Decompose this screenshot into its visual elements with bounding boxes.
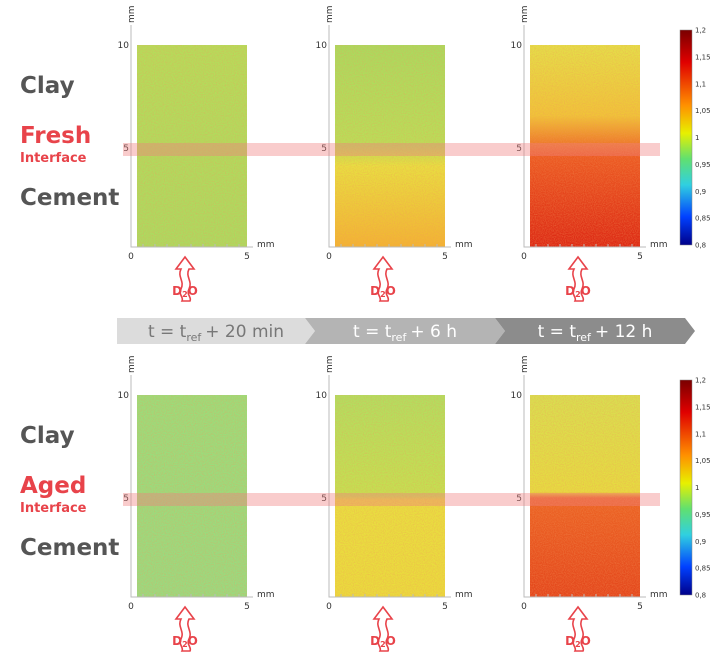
interface-label: Fresh bbox=[20, 123, 91, 149]
y-tick-label: 10 bbox=[511, 391, 523, 401]
x-axis-unit: mm bbox=[455, 590, 473, 600]
y-axis-unit: mm bbox=[325, 5, 335, 23]
y-tick-label: 10 bbox=[316, 391, 328, 401]
material-label: Clay bbox=[20, 73, 75, 99]
time-rest: + 20 min bbox=[205, 322, 284, 342]
source-tail: O bbox=[188, 634, 198, 648]
time-main: t = t bbox=[148, 322, 187, 342]
x-tick-label: 5 bbox=[244, 602, 250, 612]
x-axis-unit: mm bbox=[257, 240, 275, 250]
x-tick-label: 5 bbox=[442, 252, 448, 262]
y-axis-unit: mm bbox=[127, 5, 137, 23]
x-axis-unit: mm bbox=[455, 240, 473, 250]
source-tail: O bbox=[581, 634, 591, 648]
colorbar-tick-label: 1,15 bbox=[695, 53, 711, 61]
time-sub: ref bbox=[186, 331, 202, 344]
source-tail: O bbox=[386, 284, 396, 298]
colorbar-tick-label: 1,1 bbox=[695, 80, 706, 88]
y-tick-label: 10 bbox=[316, 41, 328, 51]
colorbar bbox=[680, 30, 692, 245]
source-main: D bbox=[370, 284, 380, 298]
y-axis-unit: mm bbox=[520, 5, 530, 23]
colorbar-tick-label: 1,2 bbox=[695, 377, 706, 385]
interface-sublabel: Interface bbox=[20, 501, 87, 516]
material-label: Cement bbox=[20, 185, 119, 211]
time-label: t = tref+ 12 h bbox=[538, 322, 653, 344]
x-tick-label: 0 bbox=[326, 602, 332, 612]
colorbar-tick-label: 0,95 bbox=[695, 511, 711, 519]
y-axis-unit: mm bbox=[127, 355, 137, 373]
time-rest: + 12 h bbox=[595, 322, 652, 342]
material-label: Clay bbox=[20, 423, 75, 449]
source-main: D bbox=[172, 284, 182, 298]
source-tail: O bbox=[581, 284, 591, 298]
colorbar-tick-label: 0,85 bbox=[695, 215, 711, 223]
colorbar-tick-label: 0,95 bbox=[695, 161, 711, 169]
time-sub: ref bbox=[391, 331, 407, 344]
x-tick-label: 5 bbox=[442, 602, 448, 612]
interface-band bbox=[123, 493, 660, 506]
time-main: t = t bbox=[353, 322, 392, 342]
source-main: D bbox=[565, 634, 575, 648]
y-tick-label: 10 bbox=[118, 391, 130, 401]
colorbar-tick-label: 0,8 bbox=[695, 592, 706, 600]
x-tick-label: 5 bbox=[637, 602, 643, 612]
material-label: Cement bbox=[20, 535, 119, 561]
x-tick-label: 0 bbox=[128, 252, 134, 262]
x-tick-label: 0 bbox=[521, 602, 527, 612]
x-axis-unit: mm bbox=[257, 590, 275, 600]
time-sub: ref bbox=[576, 331, 592, 344]
colorbar-tick-label: 0,9 bbox=[695, 188, 706, 196]
source-tail: O bbox=[188, 284, 198, 298]
x-axis-unit: mm bbox=[650, 590, 668, 600]
source-main: D bbox=[370, 634, 380, 648]
colorbar-tick-label: 0,9 bbox=[695, 538, 706, 546]
y-axis-unit: mm bbox=[520, 355, 530, 373]
y-tick-label: 10 bbox=[511, 41, 523, 51]
colorbar bbox=[680, 380, 692, 595]
y-axis-unit: mm bbox=[325, 355, 335, 373]
x-tick-label: 0 bbox=[128, 602, 134, 612]
interface-label: Aged bbox=[20, 473, 86, 499]
source-main: D bbox=[172, 634, 182, 648]
x-tick-label: 0 bbox=[326, 252, 332, 262]
colorbar-tick-label: 1,05 bbox=[695, 107, 711, 115]
interface-band bbox=[123, 143, 660, 156]
figure: t = tref+ 20 mint = tref+ 6 ht = tref+ 1… bbox=[0, 0, 712, 652]
x-tick-label: 0 bbox=[521, 252, 527, 262]
source-main: D bbox=[565, 284, 575, 298]
colorbar-tick-label: 0,8 bbox=[695, 242, 706, 250]
x-tick-label: 5 bbox=[637, 252, 643, 262]
time-label: t = tref+ 20 min bbox=[148, 322, 284, 344]
x-tick-label: 5 bbox=[244, 252, 250, 262]
colorbar-tick-label: 1,15 bbox=[695, 403, 711, 411]
y-tick-label: 10 bbox=[118, 41, 130, 51]
time-main: t = t bbox=[538, 322, 577, 342]
colorbar-tick-label: 1 bbox=[695, 134, 699, 142]
colorbar-tick-label: 1,2 bbox=[695, 27, 706, 35]
colorbar-tick-label: 1,1 bbox=[695, 430, 706, 438]
colorbar-tick-label: 1 bbox=[695, 484, 699, 492]
colorbar-tick-label: 1,05 bbox=[695, 457, 711, 465]
source-tail: O bbox=[386, 634, 396, 648]
interface-sublabel: Interface bbox=[20, 151, 87, 166]
colorbar-tick-label: 0,85 bbox=[695, 565, 711, 573]
time-rest: + 6 h bbox=[410, 322, 457, 342]
x-axis-unit: mm bbox=[650, 240, 668, 250]
